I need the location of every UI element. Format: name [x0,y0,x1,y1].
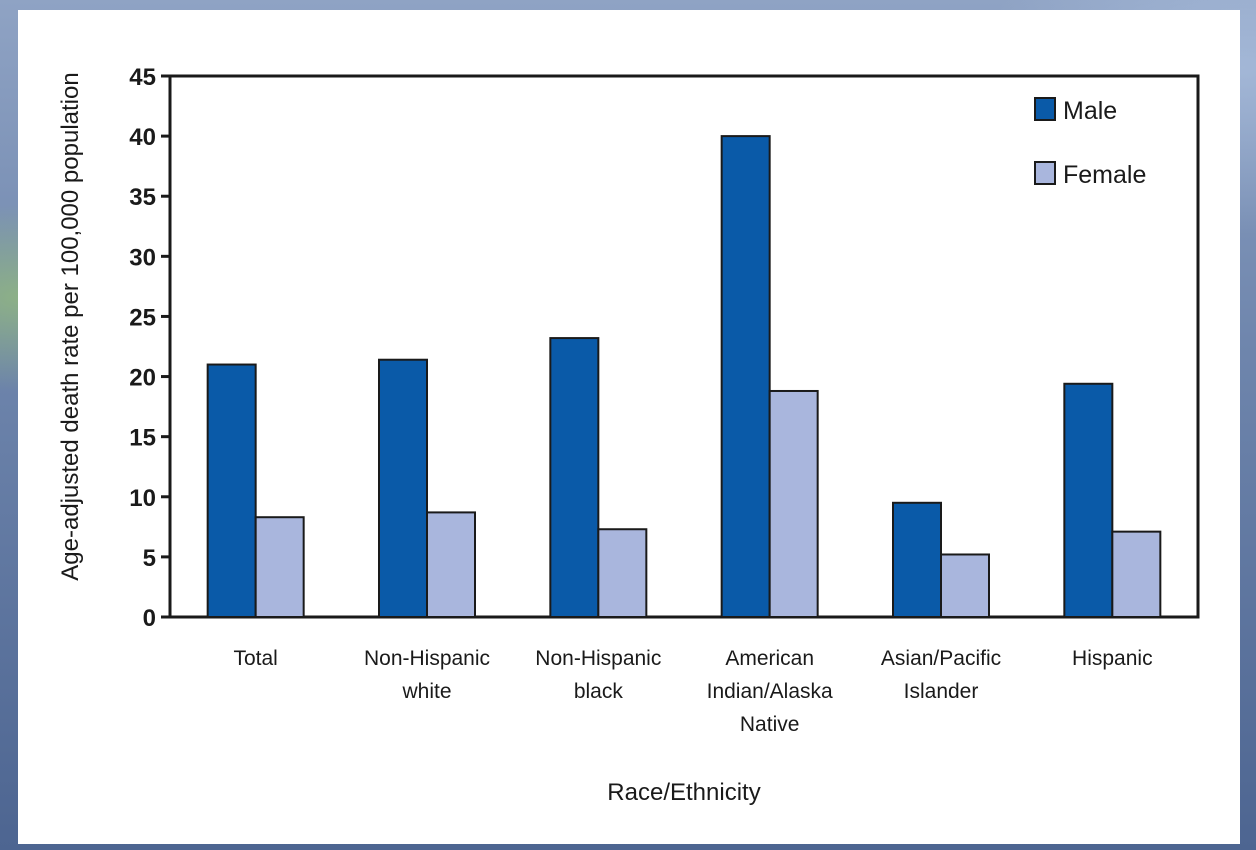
bar-female [426,511,476,619]
legend-label-female: Female [1063,161,1146,189]
bar-male [549,337,600,618]
y-axis-title: Age-adjusted death rate per 100,000 popu… [57,72,84,580]
bar-female [254,516,305,619]
legend-swatch-female [1034,161,1056,185]
legend-swatch-male [1034,97,1056,121]
x-category-label: Hispanic [1072,647,1153,670]
y-tick-label: 5 [143,545,156,572]
bar-male [206,363,257,618]
x-category-label: American Indian/Alaska Native [707,647,833,736]
y-tick-label: 10 [129,485,156,512]
x-category-label: Non-Hispanic white [364,647,490,703]
y-tick-label: 20 [129,365,156,392]
y-tick-label: 40 [129,124,156,151]
bar-male [378,358,428,618]
bar-female [597,528,648,619]
bar-male [892,501,942,618]
bar-female [768,389,819,618]
y-tick-label: 45 [129,64,156,91]
bar-female [1111,530,1162,618]
y-tick-label: 35 [129,184,156,211]
y-tick-label: 0 [143,605,156,632]
x-category-label: Non-Hispanic black [535,647,661,703]
bar-female [940,553,990,618]
legend-label-male: Male [1063,97,1117,125]
plot-frame [168,74,1200,619]
y-tick-label: 25 [129,304,156,331]
y-tick-label: 30 [129,244,156,271]
y-tick-label: 15 [129,425,156,452]
bar-male [1063,382,1114,618]
x-category-label: Asian/Pacific Islander [881,647,1001,703]
x-axis-title: Race/Ethnicity [607,779,760,806]
bar-male [720,135,771,618]
x-category-label: Total [233,647,277,670]
